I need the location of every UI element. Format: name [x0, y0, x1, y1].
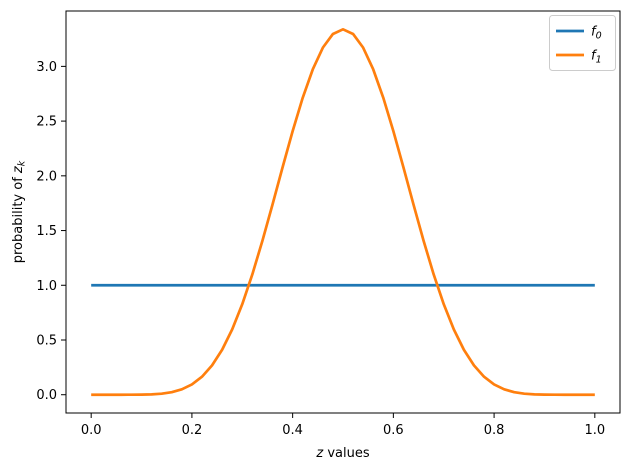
x-tick-label: 0.4 [282, 423, 303, 438]
plot-area [66, 11, 620, 413]
legend-frame [549, 15, 616, 71]
x-axis-label: z values [315, 446, 369, 461]
x-axis-ticks: 0.0 0.2 0.4 0.6 0.8 1.0 [81, 413, 605, 438]
series-group [91, 27, 595, 397]
y-tick-label: 2.0 [36, 169, 57, 184]
y-tick-label: 0.5 [36, 334, 57, 349]
x-tick-label: 1.0 [584, 423, 605, 438]
y-tick-label: 0.0 [36, 388, 57, 403]
legend-label-f0: f0 [591, 25, 602, 42]
x-tick-label: 0.6 [383, 423, 404, 438]
legend-label-f1: f1 [591, 49, 602, 66]
axes-spines [65, 10, 621, 414]
y-tick-label: 2.5 [36, 115, 57, 130]
y-tick-label: 1.5 [36, 224, 57, 239]
f1-line [91, 27, 595, 397]
y-tick-label: 3.0 [36, 60, 57, 75]
x-tick-label: 0.8 [484, 423, 505, 438]
y-axis-ticks: 0.0 0.5 1.0 1.5 2.0 2.5 3.0 [36, 60, 66, 403]
legend-entry-f0: f0 [556, 25, 602, 42]
legend-entry-f1: f1 [556, 49, 602, 66]
x-tick-label: 0.0 [81, 423, 102, 438]
legend: f0 f1 [549, 15, 616, 71]
x-tick-label: 0.2 [182, 423, 203, 438]
y-tick-label: 1.0 [36, 279, 57, 294]
y-axis-label: probability of zk [11, 160, 28, 263]
